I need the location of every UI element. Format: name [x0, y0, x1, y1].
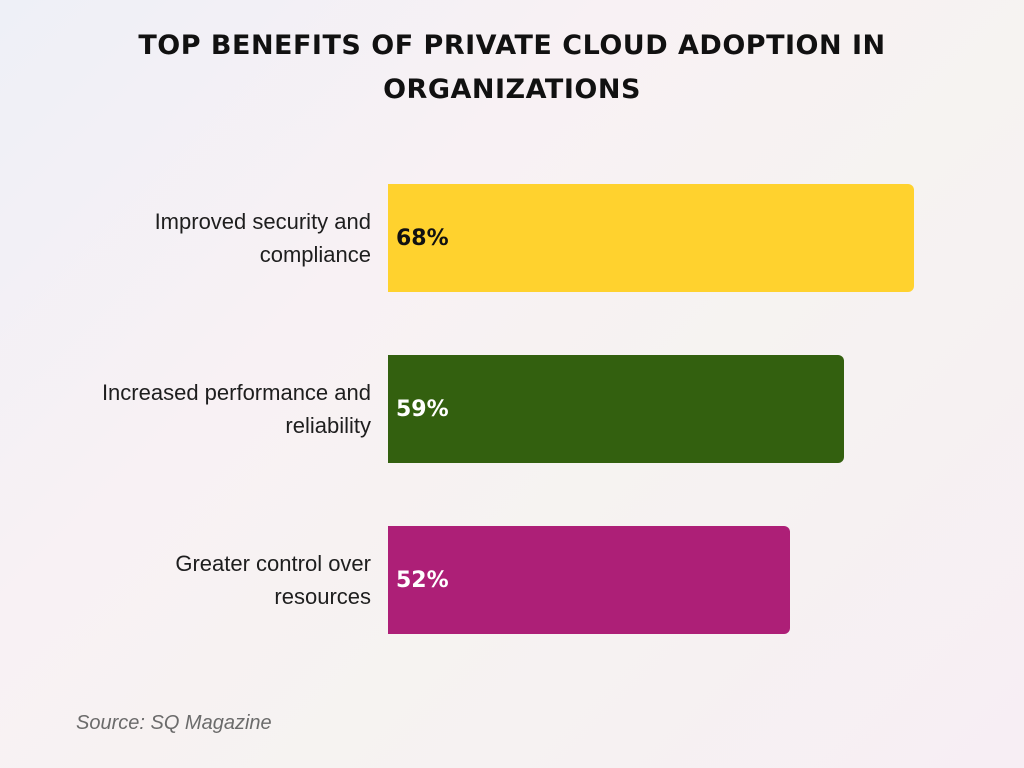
category-label-text: Increased performance and reliability	[101, 380, 371, 438]
category-label-text: Improved security and compliance	[154, 209, 371, 267]
source-note: Source: SQ Magazine	[76, 712, 272, 734]
bar-value-control: 52%	[396, 567, 449, 593]
category-label-control: Greater control over resources	[60, 526, 371, 634]
bar-value-performance: 59%	[396, 396, 449, 422]
chart-title: TOP BENEFITS OF PRIVATE CLOUD ADOPTION I…	[138, 30, 886, 105]
bar-value-security: 68%	[396, 225, 449, 251]
category-label-text: Greater control over resources	[175, 551, 371, 609]
bar-performance	[388, 355, 844, 463]
category-label-security: Improved security and compliance	[60, 184, 371, 292]
category-label-performance: Increased performance and reliability	[60, 355, 371, 463]
bar-control	[388, 526, 790, 634]
bar-security	[388, 184, 914, 292]
